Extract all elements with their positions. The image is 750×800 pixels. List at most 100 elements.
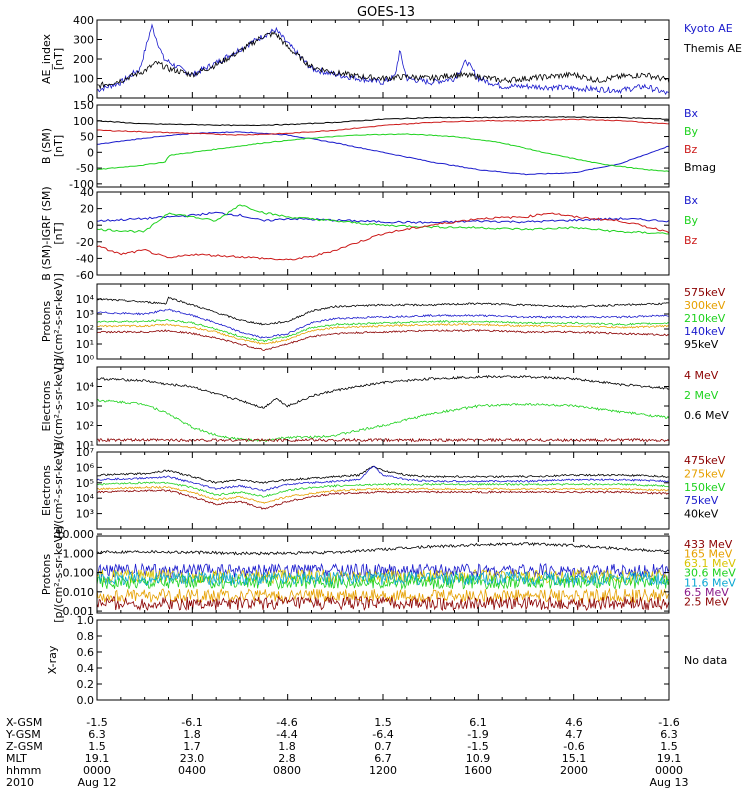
orbit-cell: 6.3: [660, 728, 678, 741]
y-tick-label: -40: [76, 252, 94, 265]
series-2-mev: [97, 398, 669, 442]
series-300kev: [97, 323, 669, 345]
orbit-table: X-GSM -1.5 -6.1 -4.6 1.5 6.1 4.6 -1.6Y-GSM 6.3 1.…: [5, 716, 688, 789]
series-40kev: [97, 465, 669, 484]
panel-xray: 0.0 0.2 0.4 0.6 0.8 1.0 X-ray No data: [46, 614, 727, 707]
orbit-cell: 1.5: [660, 740, 678, 753]
y-tick-label: 10¹: [76, 439, 94, 452]
orbit-cell: 0000: [655, 764, 683, 777]
panel-electrons2-series: [97, 465, 669, 510]
orbit-cell: 19.1: [85, 752, 110, 765]
y-tick-label: 10³: [76, 508, 94, 521]
legend-entry: 6.5 MeV: [684, 586, 729, 599]
y-tick-label: -20: [76, 236, 94, 249]
legend-entry: 4 MeV: [684, 369, 719, 382]
legend-entry: 95keV: [684, 338, 719, 351]
y-tick-label: 20: [80, 203, 94, 216]
series-575kev: [97, 329, 669, 351]
orbit-cell: -1.5: [86, 716, 107, 729]
y-tick-label: 0.4: [77, 662, 95, 675]
panel-bigrf-frame: [96, 191, 670, 276]
series-475kev: [97, 489, 669, 510]
y-tick-label: 10²: [76, 420, 94, 433]
y-tick-label: 0.100: [63, 567, 95, 580]
legend-entry: Bx: [684, 194, 699, 207]
orbit-cell: 6.3: [88, 728, 106, 741]
y-tick-label: 0.8: [77, 630, 95, 643]
orbit-cell: Aug 13: [650, 776, 689, 789]
y-tick-label: 0: [87, 146, 94, 159]
y-axis-label: AE_index: [40, 33, 53, 84]
orbit-cell: 0800: [273, 764, 301, 777]
orbit-row-label: X-GSM: [6, 716, 42, 729]
y-tick-label: 0: [87, 219, 94, 232]
legend-entry: By: [684, 125, 699, 138]
y-axis-label: [nT]: [52, 48, 65, 70]
legend-entry: No data: [684, 654, 727, 667]
panel-ae: 0 100 200 300 400 AE_index [nT] Kyoto AE Themis …: [40, 14, 742, 105]
series-0-6-mev: [97, 375, 669, 409]
y-tick-label: 10²: [76, 323, 94, 336]
orbit-row-label: Y-GSM: [5, 728, 41, 741]
series-2-5-mev: [97, 595, 669, 612]
series-bx: [97, 131, 669, 176]
y-tick-label: 100: [73, 115, 94, 128]
y-tick-label: 0: [87, 92, 94, 105]
series-by: [97, 204, 669, 235]
y-tick-label: 10⁴: [76, 381, 95, 394]
orbit-cell: -6.1: [181, 716, 202, 729]
legend-entry: 0.6 MeV: [684, 409, 729, 422]
y-axis-label: [e/(cm²-s-sr-keV)]: [52, 358, 65, 454]
y-tick-label: 0.001: [63, 605, 95, 618]
y-tick-label: -60: [76, 269, 94, 282]
series-by: [97, 133, 669, 172]
panel-electrons1-series: [97, 375, 669, 443]
y-axis-label: [nT]: [52, 135, 65, 157]
legend-entry: 11.6 MeV: [684, 576, 736, 589]
orbit-cell: 1.8: [278, 740, 296, 753]
y-tick-label: 10⁴: [76, 492, 95, 505]
panel-electrons1: 10¹ 10² 10³ 10⁴ Electrons [e/(cm²-s-sr-keV)] 4…: [40, 358, 729, 454]
orbit-cell: 1200: [369, 764, 397, 777]
orbit-cell: -1.9: [467, 728, 488, 741]
legend-entry: 210keV: [684, 312, 726, 325]
orbit-row-label: Z-GSM: [6, 740, 43, 753]
orbit-cell: 0400: [178, 764, 206, 777]
orbit-cell: -1.5: [467, 740, 488, 753]
panel-electrons2: 10³ 10⁴ 10⁵ 10⁶ 10⁷ Electrons [e/(cm²-s-sr-keV…: [40, 442, 726, 538]
plot-title: GOES-13: [357, 5, 415, 20]
legend-entry: 140keV: [684, 325, 726, 338]
legend-entry: 63.1 MeV: [684, 557, 736, 570]
panel-bsm-series: [97, 116, 669, 176]
legend-entry: Bx: [684, 107, 699, 120]
y-tick-label: 400: [73, 14, 94, 27]
series-165-mev: [97, 562, 669, 579]
series-275kev: [97, 485, 669, 504]
legend-entry: 433 MeV: [684, 538, 733, 551]
y-axis-label: Protons: [40, 301, 53, 342]
series-433-mev: [97, 542, 669, 556]
orbit-cell: 0000: [83, 764, 111, 777]
y-tick-label: 0.0: [77, 694, 95, 707]
y-tick-label: 100: [73, 73, 94, 86]
orbit-cell: 2.8: [278, 752, 296, 765]
y-axis-label: B (SM)-IGRF (SM): [40, 186, 53, 280]
legend-entry: By: [684, 214, 699, 227]
legend-entry: 165 MeV: [684, 548, 733, 561]
orbit-cell: 4.7: [565, 728, 583, 741]
y-tick-label: 200: [73, 53, 94, 66]
y-axis-label: Electrons: [40, 380, 53, 431]
series-150kev: [97, 481, 669, 498]
panel-xray-frame: [96, 619, 670, 701]
y-axis-label: X-ray: [46, 645, 59, 674]
y-tick-label: 10⁶: [76, 461, 95, 474]
series-75kev: [97, 465, 669, 492]
legend-entry: 575keV: [684, 286, 726, 299]
legend-entry: 275keV: [684, 467, 726, 480]
series-63-1-mev: [97, 568, 669, 585]
series-kyoto-ae: [97, 23, 669, 96]
orbit-row-label: MLT: [6, 752, 27, 765]
orbit-cell: -6.4: [372, 728, 393, 741]
